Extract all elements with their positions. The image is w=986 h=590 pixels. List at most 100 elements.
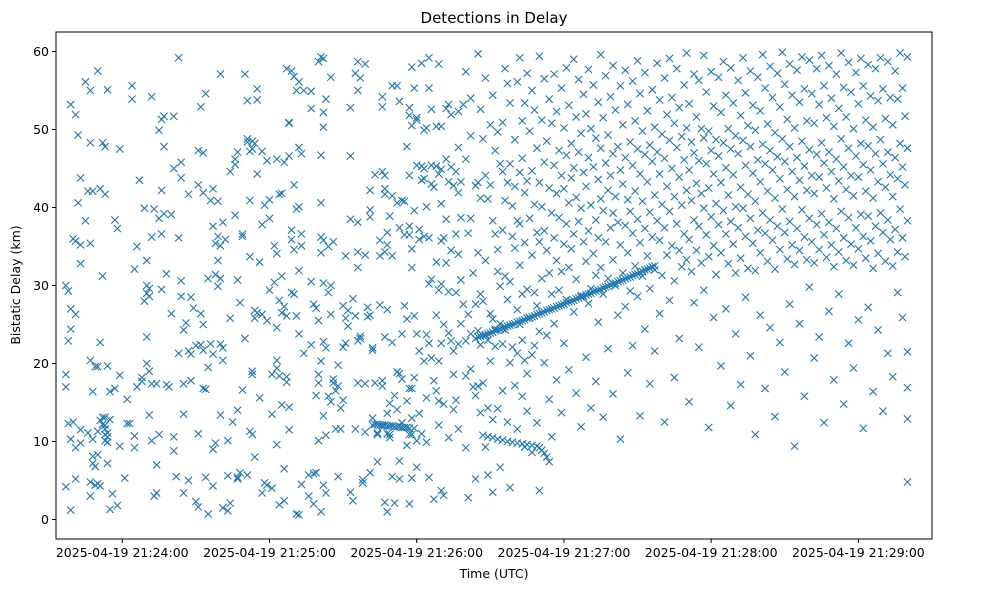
data-point xyxy=(483,403,492,412)
data-point xyxy=(537,308,546,317)
data-point xyxy=(353,57,362,66)
data-point xyxy=(393,368,402,377)
data-point xyxy=(86,478,95,487)
data-point xyxy=(267,484,276,493)
data-point xyxy=(486,329,495,338)
data-point xyxy=(677,262,686,271)
data-point xyxy=(675,334,684,343)
data-point xyxy=(807,237,816,246)
data-point xyxy=(427,275,436,284)
data-point xyxy=(476,194,485,203)
data-point xyxy=(530,341,539,350)
data-point xyxy=(439,491,448,500)
data-point xyxy=(788,167,797,176)
data-point xyxy=(535,309,544,318)
data-point xyxy=(177,292,186,301)
data-point xyxy=(334,382,343,391)
data-point xyxy=(272,364,281,373)
data-point xyxy=(611,279,620,288)
data-point xyxy=(157,285,166,294)
data-point xyxy=(645,264,654,273)
data-point xyxy=(142,332,151,341)
data-point xyxy=(815,173,824,182)
x-tick-label: 2025-04-19 21:26:00 xyxy=(350,545,483,560)
data-point xyxy=(317,507,325,516)
data-point xyxy=(434,286,443,295)
data-point xyxy=(793,66,802,75)
data-point xyxy=(152,488,161,497)
data-point xyxy=(466,131,475,140)
data-point xyxy=(520,315,529,324)
data-point xyxy=(734,149,743,158)
data-point xyxy=(508,343,517,352)
data-point xyxy=(903,52,912,61)
data-point xyxy=(211,439,220,448)
data-point xyxy=(648,157,657,166)
data-point xyxy=(353,263,362,272)
data-point xyxy=(474,248,483,257)
data-point xyxy=(167,309,176,318)
data-point xyxy=(113,501,122,510)
data-point xyxy=(901,112,909,121)
data-point xyxy=(510,319,519,328)
data-point xyxy=(314,370,323,379)
data-point xyxy=(618,276,627,285)
data-point xyxy=(736,111,745,120)
data-point xyxy=(707,146,716,155)
data-point xyxy=(434,421,443,430)
data-point xyxy=(572,294,581,303)
data-point xyxy=(439,320,448,329)
data-point xyxy=(604,344,613,353)
data-point xyxy=(729,98,738,107)
data-point xyxy=(699,134,708,143)
data-point xyxy=(729,170,738,179)
data-point xyxy=(383,228,392,237)
data-point xyxy=(231,160,240,169)
data-point xyxy=(508,320,517,329)
data-point xyxy=(464,493,473,502)
data-point xyxy=(393,81,402,90)
data-point xyxy=(842,113,851,122)
data-point xyxy=(250,314,259,323)
data-point xyxy=(486,180,495,189)
data-point xyxy=(680,81,689,90)
data-point xyxy=(609,208,617,217)
data-point xyxy=(496,325,505,334)
data-point xyxy=(851,68,860,77)
data-point xyxy=(636,268,644,277)
data-point xyxy=(233,473,242,482)
data-point xyxy=(245,196,254,205)
data-point xyxy=(319,481,328,490)
data-point xyxy=(837,134,846,143)
data-point xyxy=(447,336,456,345)
data-point xyxy=(64,419,73,428)
data-point xyxy=(307,277,316,286)
data-point xyxy=(552,256,561,265)
data-point xyxy=(456,276,465,285)
data-point xyxy=(159,209,168,218)
data-point xyxy=(319,279,328,288)
y-tick-label: 60 xyxy=(33,44,49,59)
data-point xyxy=(746,142,755,151)
data-point xyxy=(93,427,102,436)
data-point xyxy=(439,400,448,409)
data-point xyxy=(503,418,512,426)
data-point xyxy=(265,214,274,223)
data-point xyxy=(613,142,622,151)
data-point xyxy=(420,164,429,173)
data-point xyxy=(454,143,463,152)
data-point xyxy=(81,77,90,86)
data-point xyxy=(692,246,701,255)
data-point xyxy=(265,286,274,295)
data-point xyxy=(476,290,485,299)
data-point xyxy=(898,84,907,93)
data-point xyxy=(105,415,114,424)
data-point xyxy=(402,396,411,405)
data-point xyxy=(321,95,330,104)
data-point xyxy=(451,288,460,297)
data-point xyxy=(491,326,500,335)
data-point xyxy=(503,295,512,304)
data-point xyxy=(471,334,480,343)
data-point xyxy=(103,85,112,94)
data-point xyxy=(795,176,804,185)
